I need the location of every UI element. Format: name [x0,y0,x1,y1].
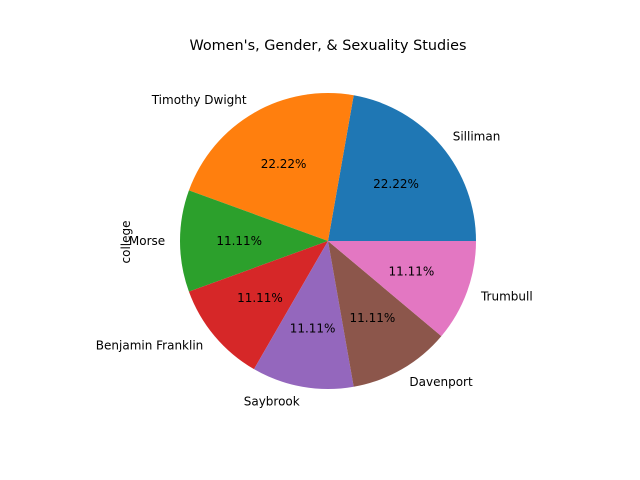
percent-label-saybrook: 11.11% [290,321,336,335]
chart-title: Women's, Gender, & Sexuality Studies [189,38,466,54]
pie-slice-davenport [328,241,442,387]
percent-labels: 22.22% 22.22% 11.11% 11.11% 11.11% 11.11% 11.1… [216,157,434,335]
percent-label-davenport: 11.11% [350,311,396,325]
category-labels: Silliman Timothy Dwight Morse Benjamin Fran… [96,93,533,408]
category-label-benjamin-franklin: Benjamin Franklin [96,339,204,353]
pie-slice-benjamin-franklin [188,241,328,370]
category-label-morse: Morse [129,234,165,248]
percent-label-morse: 11.11% [216,234,262,248]
percent-label-timothy-dwight: 22.22% [261,157,307,171]
pie-slice-silliman [328,95,476,242]
pie-slice-morse [180,190,328,292]
y-axis-label: college [119,221,133,264]
category-label-trumbull: Trumbull [480,290,533,304]
category-label-davenport: Davenport [409,375,473,389]
pie-slice-saybrook [254,241,354,390]
percent-label-benjamin-franklin: 11.11% [237,291,283,305]
percent-label-silliman: 22.22% [373,177,419,191]
category-label-silliman: Silliman [453,129,501,143]
pie-slice-timothy-dwight [188,92,354,241]
percent-label-trumbull: 11.11% [389,264,435,278]
category-label-saybrook: Saybrook [244,394,300,408]
pie-slices [180,92,476,390]
pie-slice-trumbull [328,241,476,337]
category-label-timothy-dwight: Timothy Dwight [151,93,247,107]
